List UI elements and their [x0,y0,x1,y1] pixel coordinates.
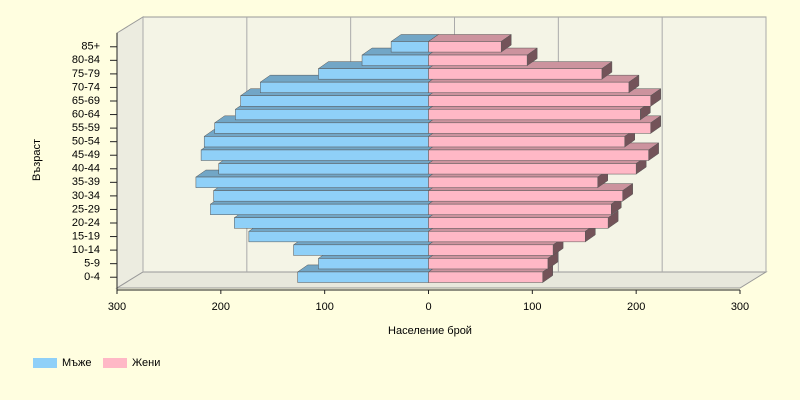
y-tick-label: 50-54 [72,136,100,148]
bar [248,231,429,243]
bar [428,54,528,66]
bar [195,176,429,188]
side-wall [116,16,144,289]
y-tick-label: 80-84 [72,54,100,66]
y-tick-label: 15-19 [72,230,100,242]
legend-swatch [103,358,127,368]
bar [428,149,649,161]
bar [428,203,612,215]
bar [235,109,429,121]
y-tick-label: 35-39 [72,176,100,188]
y-tick-label: 65-69 [72,95,100,107]
bar [297,271,429,283]
x-tick-label: 0 [425,301,431,313]
y-tick-label: 70-74 [72,81,100,93]
bar [200,149,429,161]
y-tick-label: 75-79 [72,68,100,80]
y-tick-label: 10-14 [72,244,100,256]
bar [428,41,502,53]
legend-swatch [33,358,57,368]
bar [428,122,651,134]
legend-label: Жени [132,357,160,369]
legend-label: Мъже [62,357,92,369]
bar [213,190,429,202]
bar [240,95,429,107]
bar [318,68,429,80]
bar [428,217,609,229]
bar [428,190,623,202]
bar [390,41,429,53]
bar [428,68,603,80]
bar [214,122,429,134]
bar [260,81,429,93]
bar [428,271,543,283]
y-tick-label: 60-64 [72,108,100,120]
bar [210,203,429,215]
x-tick-label: 100 [523,301,541,313]
bar [428,95,651,107]
bar [293,244,429,256]
bar-top [427,34,512,42]
bar [428,81,630,93]
bar [218,163,429,175]
y-tick-label: 45-49 [72,149,100,161]
bar [234,217,429,229]
x-tick-label: 200 [212,301,230,313]
bar [361,54,429,66]
bar [428,176,598,188]
x-tick-label: 100 [315,301,333,313]
bar [203,136,429,148]
y-tick-label: 20-24 [72,217,100,229]
bar [428,109,641,121]
bar [428,244,554,256]
bar [428,231,586,243]
bar [428,258,549,270]
x-tick-label: 300 [108,301,126,313]
bar [428,136,625,148]
y-tick-label: 40-44 [72,163,100,175]
x-tick-label: 200 [627,301,645,313]
y-tick-label: 30-34 [72,190,100,202]
bar [318,258,429,270]
y-tick-label: 0-4 [84,271,100,283]
y-tick-label: 5-9 [84,258,100,270]
y-tick-label: 25-29 [72,203,100,215]
x-axis-label: Население брой [388,325,472,337]
x-tick-label: 300 [731,301,749,313]
y-tick-label: 85+ [81,41,100,53]
y-tick-label: 55-59 [72,122,100,134]
y-axis-label: Възраст [31,139,43,181]
bar [428,163,637,175]
